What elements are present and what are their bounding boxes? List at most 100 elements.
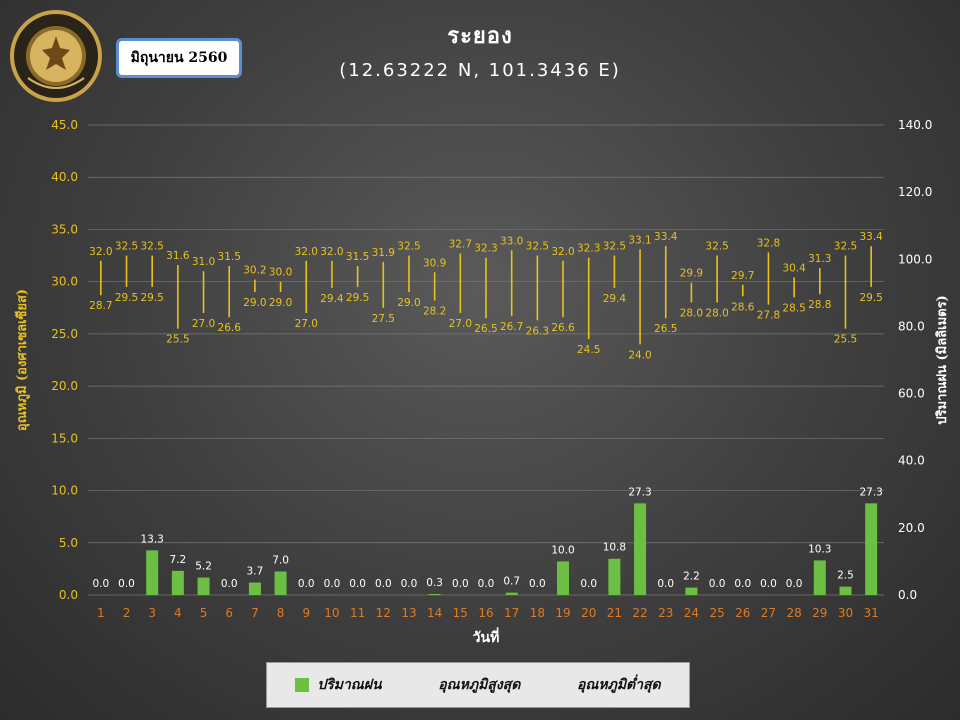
rain-bar [197,577,210,595]
weather-chart: 0.05.010.015.020.025.030.035.040.045.00.… [14,118,950,620]
x-tick-label: 7 [251,606,259,620]
tmin-data-label: 26.6 [551,322,575,334]
rain-data-label: 7.2 [170,554,187,566]
tmin-data-label: 29.0 [269,297,292,309]
rain-data-label: 2.2 [683,571,700,583]
legend-item-tmin: อุณหภูมิต่ำสุด [577,674,661,696]
x-tick-label: 4 [174,606,182,620]
rain-data-label: 0.0 [401,578,418,590]
rain-bar [865,503,878,595]
y-left-tick-label: 0.0 [59,588,78,602]
legend-item-rain: ปริมาณฝน [295,674,382,696]
x-tick-label: 16 [478,606,493,620]
tmax-data-label: 32.3 [577,243,600,255]
x-tick-label: 23 [658,606,673,620]
tmin-data-label: 26.5 [474,323,497,335]
month-label: มิถุนายน 2560 [116,38,242,78]
meteorological-department-logo [10,10,102,102]
rain-data-label: 27.3 [628,486,651,498]
rain-data-label: 0.7 [503,576,520,588]
rain-data-label: 5.2 [195,561,212,573]
legend-label-rain: ปริมาณฝน [317,677,382,693]
tmax-data-label: 31.3 [808,253,831,265]
tmin-data-label: 29.4 [320,293,344,305]
rain-data-label: 0.0 [324,578,341,590]
y-left-tick-label: 45.0 [51,118,78,132]
x-tick-label: 28 [786,606,801,620]
y-right-axis-title: ปริมาณฝน (มิลลิเมตร) [935,295,950,424]
tmax-data-label: 33.4 [654,231,678,243]
tmax-data-label: 29.7 [731,270,754,282]
tmin-data-label: 28.8 [808,299,831,311]
tmax-data-label: 31.6 [166,250,190,262]
y-left-tick-label: 5.0 [59,536,78,550]
rain-data-label: 0.0 [478,578,495,590]
tmax-data-label: 32.5 [397,241,420,253]
tmax-data-label: 30.4 [782,262,806,274]
tmax-data-label: 29.9 [680,268,703,280]
tmax-data-label: 32.0 [551,246,574,258]
tmax-data-label: 33.4 [859,231,883,243]
tmax-data-label: 33.1 [628,234,651,246]
x-tick-label: 18 [530,606,545,620]
rain-data-label: 0.0 [349,578,366,590]
tmax-data-label: 31.0 [192,256,215,268]
rain-data-label: 10.3 [808,543,831,555]
tmin-data-label: 27.0 [192,318,215,330]
tmax-data-label: 32.5 [603,241,626,253]
x-tick-label: 5 [200,606,208,620]
tmin-data-label: 26.5 [654,323,677,335]
y-left-tick-label: 40.0 [51,170,78,184]
tmax-data-label: 30.0 [269,267,292,279]
y-left-tick-label: 15.0 [51,431,78,445]
y-right-tick-label: 100.0 [898,252,932,266]
y-right-tick-label: 140.0 [898,118,932,132]
tmin-data-label: 28.5 [782,302,805,314]
x-tick-label: 13 [401,606,416,620]
rain-data-label: 27.3 [859,486,882,498]
tmax-data-label: 32.0 [320,246,343,258]
tmax-data-label: 32.0 [89,246,112,258]
tmax-data-label: 32.5 [834,241,857,253]
x-tick-label: 29 [812,606,827,620]
tmin-data-label: 27.0 [449,318,472,330]
x-tick-label: 26 [735,606,750,620]
rain-data-label: 0.3 [426,577,443,589]
tmin-data-label: 29.5 [115,292,138,304]
tmax-data-label: 32.5 [705,241,728,253]
y-right-tick-label: 80.0 [898,319,925,333]
y-left-tick-label: 20.0 [51,379,78,393]
x-tick-label: 1 [97,606,105,620]
rain-data-label: 0.0 [786,578,803,590]
rain-data-label: 0.0 [734,578,751,590]
rain-data-label: 7.0 [272,555,289,567]
rain-data-label: 0.0 [452,578,469,590]
rain-bar [146,550,159,595]
rain-bar [813,560,826,595]
x-tick-label: 8 [277,606,285,620]
x-tick-label: 21 [607,606,622,620]
tmin-data-label: 24.0 [628,349,651,361]
legend-label-tmax: อุณหภูมิสูงสุด [438,677,521,693]
tmin-data-label: 28.0 [680,308,703,320]
x-tick-label: 24 [684,606,699,620]
tmax-data-label: 32.5 [115,241,138,253]
x-tick-label: 11 [350,606,365,620]
rain-bar [505,592,518,595]
tmin-data-label: 25.5 [834,334,857,346]
legend-item-tmax: อุณหภูมิสูงสุด [438,674,520,696]
tmin-data-label: 27.0 [295,318,318,330]
rain-bar [839,586,852,595]
tmax-data-label: 30.2 [243,265,266,277]
rain-data-label: 2.5 [837,570,854,582]
y-left-axis-title: อุณหภูมิ (องศาเซลเซียส) [14,289,30,431]
x-tick-label: 22 [632,606,647,620]
tmax-data-label: 32.5 [140,241,163,253]
rain-data-label: 0.0 [92,578,109,590]
rain-data-label: 0.0 [580,578,597,590]
rain-data-label: 10.0 [551,544,574,556]
rain-bar [557,561,570,595]
rain-bar [634,503,647,595]
rain-data-label: 0.0 [529,578,546,590]
x-tick-label: 19 [555,606,570,620]
